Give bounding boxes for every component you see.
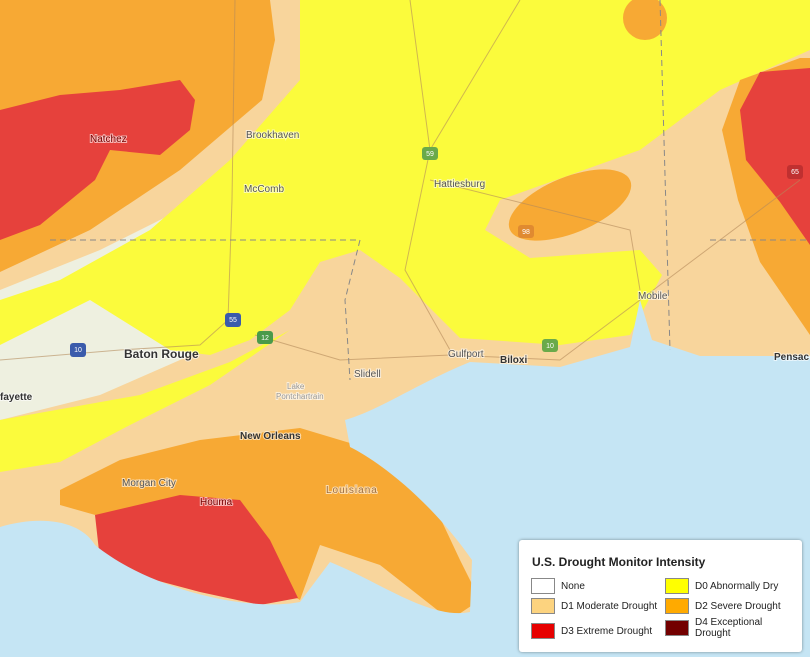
place-label: Louisiana [326,485,378,496]
d2-area [60,428,480,620]
legend-label: D3 Extreme Drought [561,625,653,637]
place-label: Biloxi [500,355,527,366]
swatch [665,598,689,614]
shield [518,225,534,238]
place-label: Houma [200,497,233,508]
legend-label: None [561,580,585,592]
swatch [665,578,689,594]
place-label: Brookhaven [246,130,299,141]
shield-number: 98 [522,229,530,236]
shield [542,339,558,352]
legend-item: D3 Extreme Drought [531,623,666,639]
place-label: Hattiesburg [434,179,485,190]
swatch [531,578,555,594]
d0-area [0,330,290,472]
shield [70,343,86,357]
legend-item: D2 Severe Drought [665,598,800,614]
legend-item: D0 Abnormally Dry [665,578,800,594]
d3-area [740,68,810,245]
d3-area [0,80,195,240]
swatch [665,620,689,636]
place-label: Morgan City [122,478,176,489]
swatch [531,623,555,639]
legend-label: D1 Moderate Drought [561,600,658,612]
place-label: fayette [0,392,33,403]
place-label: New Orleans [240,431,301,442]
shield-number: 55 [229,317,237,324]
place-label: Slidell [354,369,381,380]
legend-label: D4 Exceptional Drought [695,617,763,639]
legend-item: D4 Exceptional Drought [665,617,800,639]
shield-number: 12 [261,335,269,342]
place-label: Baton Rouge [124,347,199,361]
shield-number: 65 [791,169,799,176]
legend-item: None [531,578,666,594]
place-label: Gulfport [448,349,484,360]
legend-label: D2 Severe Drought [695,600,781,612]
shield-number: 59 [426,151,434,158]
swatch [531,598,555,614]
place-label: Natchez [90,134,127,145]
highway-shields: 10 55 12 59 98 65 10 [70,147,803,357]
d2-area [508,169,632,241]
place-label: Pensac [774,352,809,363]
place-label: McComb [244,184,284,195]
shield-number: 10 [546,343,554,350]
shield-number: 10 [74,347,82,354]
state-boundary [50,0,810,381]
legend-item: D1 Moderate Drought [531,598,666,614]
shield [225,313,241,327]
shield [422,147,438,160]
roads [0,0,801,361]
legend-label: D0 Abnormally Dry [695,580,779,592]
d0-area [0,0,810,355]
place-label: Lake [287,382,305,391]
place-label: Mobile [638,291,668,302]
d2-area [623,0,667,40]
place-label: Pontchartrain [276,392,324,401]
legend: U.S. Drought Monitor Intensity None D0 A… [519,540,802,652]
shield [787,165,803,179]
shield [257,331,273,344]
legend-title: U.S. Drought Monitor Intensity [532,555,706,569]
